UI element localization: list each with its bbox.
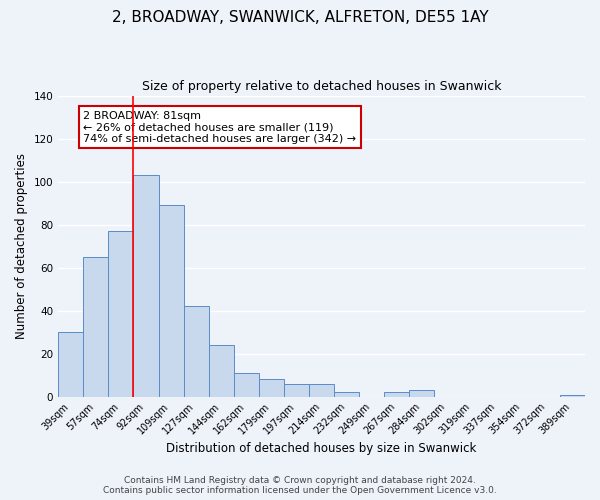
Bar xyxy=(209,345,234,397)
Bar xyxy=(309,384,334,396)
Text: 2 BROADWAY: 81sqm
← 26% of detached houses are smaller (119)
74% of semi-detache: 2 BROADWAY: 81sqm ← 26% of detached hous… xyxy=(83,110,356,144)
Bar xyxy=(109,231,133,396)
Bar xyxy=(234,373,259,396)
Bar xyxy=(284,384,309,396)
Title: Size of property relative to detached houses in Swanwick: Size of property relative to detached ho… xyxy=(142,80,502,93)
Bar xyxy=(184,306,209,396)
Bar xyxy=(334,392,359,396)
Y-axis label: Number of detached properties: Number of detached properties xyxy=(15,153,28,339)
Bar xyxy=(560,394,585,396)
Bar xyxy=(133,175,158,396)
Bar xyxy=(158,205,184,396)
Bar xyxy=(58,332,83,396)
Bar xyxy=(409,390,434,396)
Text: Contains HM Land Registry data © Crown copyright and database right 2024.
Contai: Contains HM Land Registry data © Crown c… xyxy=(103,476,497,495)
Text: 2, BROADWAY, SWANWICK, ALFRETON, DE55 1AY: 2, BROADWAY, SWANWICK, ALFRETON, DE55 1A… xyxy=(112,10,488,25)
Bar xyxy=(259,380,284,396)
Bar xyxy=(83,257,109,396)
Bar xyxy=(385,392,409,396)
X-axis label: Distribution of detached houses by size in Swanwick: Distribution of detached houses by size … xyxy=(166,442,477,455)
